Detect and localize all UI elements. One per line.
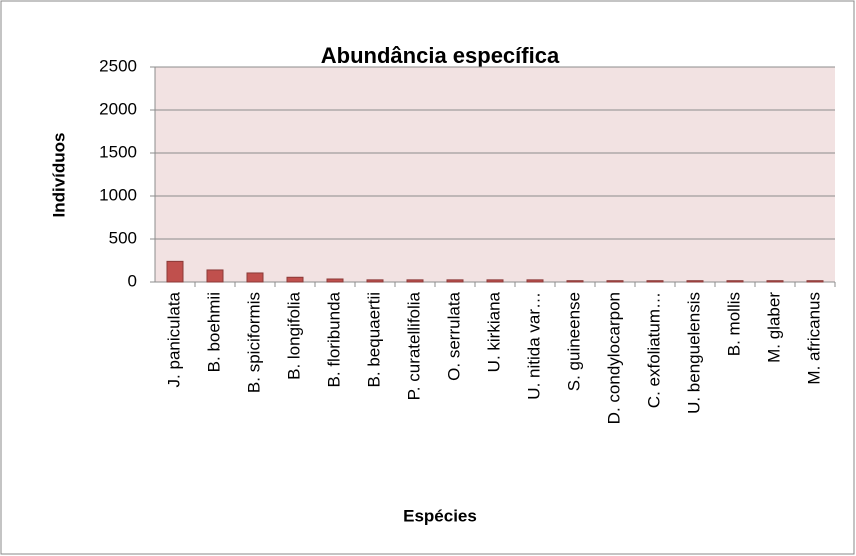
y-tick-label: 500 xyxy=(109,228,137,247)
y-tick-label: 2500 xyxy=(99,56,137,75)
x-tick-label: B. floribunda xyxy=(324,291,343,387)
bar xyxy=(646,280,664,283)
x-tick-label: B. bequaertii xyxy=(364,292,383,387)
bar xyxy=(286,276,304,283)
bar xyxy=(806,280,824,283)
bar xyxy=(166,260,184,283)
bar xyxy=(326,278,344,283)
y-tick-label: 2000 xyxy=(99,99,137,118)
x-tick-label: B. boehmii xyxy=(204,292,223,372)
bar xyxy=(206,269,224,283)
x-tick-label: P. curatellifolia xyxy=(404,291,423,400)
x-tick-label: U. nitida var… xyxy=(524,292,543,400)
bar xyxy=(606,280,624,283)
x-tick-label: B. longifolia xyxy=(284,291,303,379)
plot-area xyxy=(155,67,835,282)
x-tick-label: J. paniculata xyxy=(164,291,183,387)
x-tick-label: B. spiciformis xyxy=(244,292,263,393)
x-tick-label: S. guineense xyxy=(564,292,583,391)
y-tick-label: 1000 xyxy=(99,185,137,204)
x-tick-label: M. glaber xyxy=(764,292,783,363)
bar xyxy=(486,279,504,283)
x-tick-label: C. exfoliatum… xyxy=(644,292,663,408)
bar xyxy=(246,272,264,283)
x-tick-label: B. mollis xyxy=(724,292,743,356)
bar xyxy=(726,280,744,283)
x-tick-label: O. serrulata xyxy=(444,291,463,380)
bar xyxy=(366,279,384,283)
x-tick-label: U. benguelensis xyxy=(684,292,703,414)
x-tick-label: M. africanus xyxy=(804,292,823,385)
bar xyxy=(406,279,424,283)
bar xyxy=(446,279,464,283)
y-axis-label: Indivíduos xyxy=(49,133,68,218)
y-tick-label: 1500 xyxy=(99,142,137,161)
bar xyxy=(526,279,544,283)
bar xyxy=(766,280,784,283)
chart-title: Abundância específica xyxy=(321,43,560,68)
x-axis-label: Espécies xyxy=(403,506,477,525)
bar xyxy=(566,280,584,283)
y-tick-label: 0 xyxy=(128,271,137,290)
x-tick-label: D. condylocarpon xyxy=(604,292,623,424)
x-tick-label: U. kirkiana xyxy=(484,291,503,372)
bar xyxy=(686,280,704,283)
